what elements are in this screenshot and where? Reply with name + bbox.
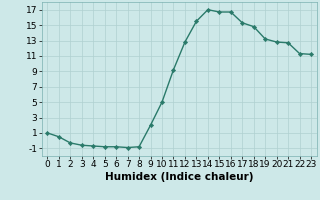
X-axis label: Humidex (Indice chaleur): Humidex (Indice chaleur) [105,172,253,182]
